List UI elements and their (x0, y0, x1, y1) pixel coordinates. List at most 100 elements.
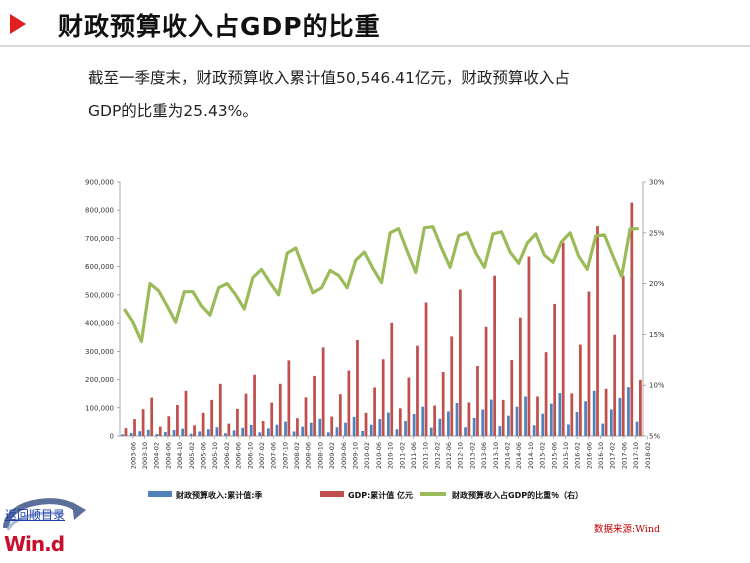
title-bar: 财政预算收入占GDP的比重 (0, 0, 750, 48)
y-right-tick-label: 20% (649, 280, 665, 288)
revenue-bar (387, 412, 390, 436)
ratio-line (122, 225, 639, 344)
title-arrow-icon (10, 14, 26, 34)
revenue-bar (404, 421, 407, 436)
gdp-bar (321, 347, 325, 436)
x-tick-label: 2011-02 (398, 442, 406, 469)
x-tick-label: 2013-10 (492, 442, 500, 469)
revenue-bar (241, 427, 245, 436)
gdp-bar (621, 275, 625, 436)
revenue-bar (215, 427, 219, 436)
gdp-bar (424, 302, 428, 436)
gdp-bar (124, 428, 128, 436)
revenue-bar (532, 425, 536, 436)
gdp-bar (450, 336, 454, 436)
revenue-bar (421, 406, 425, 436)
gdp-bar (141, 409, 145, 436)
gdp-bar (287, 360, 291, 436)
revenue-bar (515, 406, 519, 436)
revenue-bar (275, 424, 279, 436)
gdp-bar (347, 370, 351, 436)
revenue-bar (635, 421, 639, 436)
revenue-bar (138, 431, 142, 436)
y-left-tick-label: 400,000 (85, 320, 114, 328)
gdp-bar (467, 402, 471, 436)
revenue-bar (249, 424, 253, 436)
revenue-bar (481, 409, 485, 436)
x-tick-label: 2010-06 (375, 442, 383, 469)
gdp-bar (270, 402, 274, 436)
revenue-bar (369, 424, 373, 436)
revenue-bar (601, 423, 605, 436)
gdp-bar (253, 374, 256, 436)
revenue-bar (618, 397, 622, 436)
gdp-bar (518, 317, 522, 436)
gdp-bar (184, 390, 188, 436)
gdp-bar (133, 419, 136, 436)
revenue-bar (206, 429, 210, 436)
revenue-bar (172, 430, 176, 436)
gdp-bar (544, 352, 548, 436)
back-to-contents-link[interactable]: 返回顺目录 (5, 508, 66, 522)
wind-logo-text: Win.d (4, 532, 65, 556)
x-tick-label: 2010-02 (363, 442, 371, 469)
legend-gdp-swatch (320, 491, 344, 497)
x-tick-label: 2003-06 (129, 442, 137, 469)
gdp-bar (536, 396, 539, 436)
x-tick-label: 2005-02 (188, 442, 196, 469)
legend-revenue-swatch (148, 491, 172, 497)
gdp-bar (244, 393, 248, 436)
gdp-bar (501, 399, 505, 436)
gdp-bar (578, 344, 582, 436)
gdp-bar (458, 289, 462, 436)
x-tick-label: 2008-06 (305, 442, 313, 469)
x-tick-label: 2014-02 (503, 442, 511, 469)
revenue-bar (524, 396, 527, 436)
gdp-bar (390, 322, 394, 436)
revenue-bar (575, 412, 579, 436)
revenue-bar (301, 426, 305, 436)
gdp-bar (639, 379, 642, 436)
revenue-bar (155, 434, 159, 436)
revenue-bar (472, 417, 476, 436)
y-left-tick-label: 0 (110, 433, 114, 441)
revenue-bar (361, 430, 365, 436)
x-tick-label: 2016-10 (597, 442, 605, 469)
gdp-bar (201, 412, 205, 436)
gdp-bar (570, 393, 574, 436)
gdp-bar (484, 326, 488, 436)
revenue-bar (541, 413, 545, 436)
gdp-bar (407, 377, 411, 436)
x-tick-label: 2006-10 (246, 442, 254, 469)
gdp-bar (338, 394, 342, 436)
revenue-bar (224, 433, 227, 436)
revenue-bar (284, 421, 287, 436)
revenue-bar (567, 424, 570, 436)
x-tick-label: 2008-10 (316, 442, 324, 469)
revenue-bar (549, 403, 553, 436)
gdp-bar (476, 366, 479, 436)
x-tick-label: 2013-02 (468, 442, 476, 469)
revenue-bar (232, 430, 236, 436)
gdp-bar (176, 404, 179, 436)
revenue-bar (309, 422, 313, 436)
revenue-bar (447, 411, 450, 436)
revenue-bar (335, 427, 339, 436)
x-tick-label: 2004-06 (164, 442, 172, 469)
x-tick-label: 2005-10 (211, 442, 219, 469)
revenue-bar (455, 402, 459, 436)
gdp-bar (613, 334, 617, 436)
revenue-bar (412, 413, 416, 436)
gdp-bar (630, 202, 634, 436)
y-left-tick-label: 800,000 (85, 207, 114, 215)
gdp-bar (313, 375, 316, 436)
gdp-bar (330, 416, 334, 436)
revenue-bar (558, 393, 562, 436)
gdp-bar (356, 340, 359, 436)
x-tick-label: 2011-06 (410, 442, 418, 469)
y-right-tick-label: 30% (649, 179, 665, 187)
x-tick-label: 2010-10 (387, 442, 395, 469)
gdp-bar (604, 388, 608, 436)
x-tick-label: 2012-02 (433, 442, 441, 469)
gdp-bar (167, 416, 171, 436)
